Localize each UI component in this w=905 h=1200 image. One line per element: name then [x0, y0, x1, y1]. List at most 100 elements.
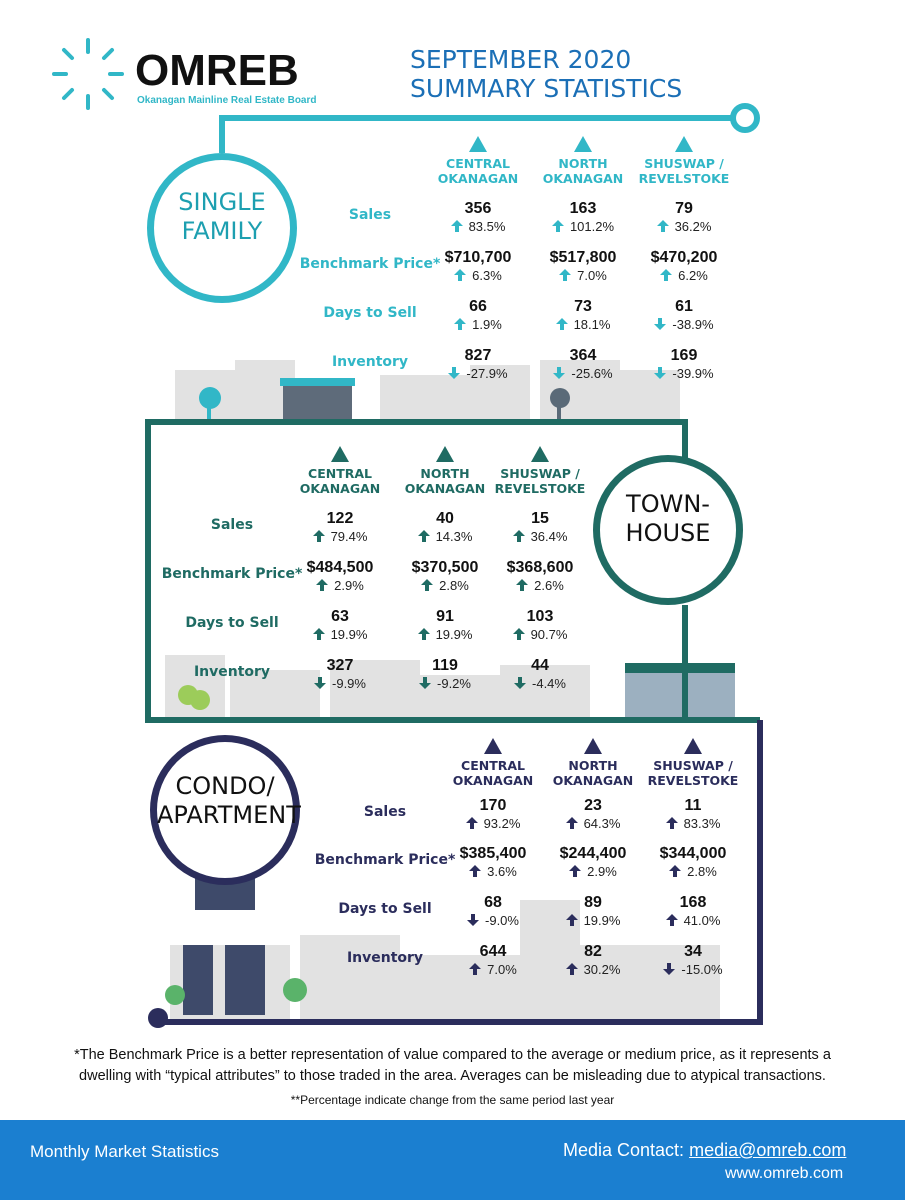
value: 327	[326, 657, 354, 674]
change-text: 7.0%	[487, 962, 517, 977]
region-label: SHUSWAP / REVELSTOKE	[485, 446, 595, 496]
change: -25.6%	[528, 366, 638, 381]
arrow-up	[656, 220, 669, 232]
region-line: REVELSTOKE	[647, 773, 739, 788]
region-line: REVELSTOKE	[638, 171, 730, 186]
value: 89	[584, 894, 602, 911]
arrow-down	[314, 677, 327, 689]
change: 2.9%	[285, 578, 395, 593]
arrow-up	[469, 865, 482, 877]
change-text: 2.9%	[334, 578, 364, 593]
change: 18.1%	[528, 317, 638, 332]
arrow-up	[669, 865, 682, 877]
website[interactable]: www.omreb.com	[725, 1165, 844, 1182]
change-text: -25.6%	[571, 366, 613, 381]
arrow-up	[565, 963, 578, 975]
change-text: 93.2%	[483, 816, 521, 831]
arrow-up	[454, 318, 467, 330]
region-label: NORTH OKANAGAN	[528, 136, 638, 186]
region-label: NORTH OKANAGAN	[390, 446, 500, 496]
contact-email[interactable]: media@omreb.com	[689, 1140, 847, 1160]
title: SEPTEMBER 2020 SUMMARY STATISTICS	[410, 45, 683, 103]
arrow-down	[663, 963, 676, 975]
region-line: OKANAGAN	[404, 481, 486, 496]
footnote: **Percentage indicate change from the sa…	[290, 1093, 615, 1107]
section-label: HOUSE	[625, 519, 711, 547]
change: 2.8%	[390, 578, 500, 593]
metric-label: Benchmark Price*	[161, 566, 303, 582]
value: 644	[479, 943, 507, 960]
footnote: *The Benchmark Price is a better represe…	[74, 1047, 831, 1084]
value: 122	[326, 510, 354, 527]
section-label: FAMILY	[181, 217, 263, 245]
change-text: 2.8%	[687, 864, 717, 879]
arrow-down	[514, 677, 527, 689]
value: 40	[436, 510, 454, 527]
metric-label: Days to Sell	[338, 901, 432, 917]
section-label: SINGLE	[178, 188, 266, 216]
arrow-up	[555, 318, 568, 330]
value: 163	[569, 200, 597, 217]
region-label: NORTH OKANAGAN	[538, 738, 648, 788]
arrow-up	[565, 914, 578, 926]
value: $370,500	[411, 559, 479, 576]
change-text: 7.0%	[577, 268, 607, 283]
region-line: SHUSWAP /	[500, 466, 580, 481]
arrow-down	[553, 367, 566, 379]
change: 41.0%	[638, 913, 748, 928]
arrow-up	[665, 914, 678, 926]
value: $517,800	[549, 249, 617, 266]
change: 19.9%	[390, 627, 500, 642]
logo: OMREB	[135, 46, 299, 95]
contact-label: Media Contact:	[563, 1140, 685, 1160]
region-line: OKANAGAN	[437, 171, 519, 186]
arrow-up	[660, 269, 673, 281]
change-text: -27.9%	[466, 366, 508, 381]
region-line: OKANAGAN	[542, 171, 624, 186]
metric-label: Inventory	[331, 354, 409, 370]
change: -9.0%	[438, 913, 548, 928]
change: 79.4%	[285, 529, 395, 544]
change-text: 36.4%	[530, 529, 568, 544]
change-text: -15.0%	[681, 962, 723, 977]
region-line: SHUSWAP /	[653, 758, 733, 773]
metric-label: Inventory	[346, 950, 424, 966]
arrow-up	[512, 530, 525, 542]
value: 103	[526, 608, 554, 625]
section-circle: TOWN- HOUSE	[593, 455, 743, 605]
change: -15.0%	[638, 962, 748, 977]
region-line: CENTRAL	[461, 758, 525, 773]
change-text: 6.2%	[678, 268, 708, 283]
region-line: OKANAGAN	[452, 773, 534, 788]
region-line: NORTH	[568, 758, 618, 773]
change: 2.9%	[538, 864, 648, 879]
change-text: 101.2%	[569, 219, 615, 234]
change-text: 90.7%	[530, 627, 568, 642]
arrow-down	[448, 367, 461, 379]
change-text: -9.0%	[485, 913, 519, 928]
value: 44	[531, 657, 549, 674]
change-text: 1.9%	[472, 317, 502, 332]
change: 7.0%	[528, 268, 638, 283]
change-text: 83.5%	[468, 219, 506, 234]
value: 168	[679, 894, 707, 911]
arrow-up	[569, 865, 582, 877]
change: -39.9%	[629, 366, 739, 381]
change: -27.9%	[423, 366, 533, 381]
change: 64.3%	[538, 816, 648, 831]
change-text: -4.4%	[532, 676, 566, 691]
change: 7.0%	[438, 962, 548, 977]
region-line: NORTH	[420, 466, 470, 481]
arrow-down	[654, 318, 667, 330]
value: 91	[436, 608, 454, 625]
change: 93.2%	[438, 816, 548, 831]
region-label: CENTRAL OKANAGAN	[285, 446, 395, 496]
value: 82	[584, 943, 602, 960]
change: 6.2%	[629, 268, 739, 283]
value: 356	[464, 200, 492, 217]
value: 119	[432, 657, 458, 674]
change-text: 64.3%	[583, 816, 621, 831]
metric-label: Days to Sell	[323, 305, 417, 321]
metric-label: Benchmark Price*	[299, 256, 441, 272]
change-text: 2.9%	[587, 864, 617, 879]
